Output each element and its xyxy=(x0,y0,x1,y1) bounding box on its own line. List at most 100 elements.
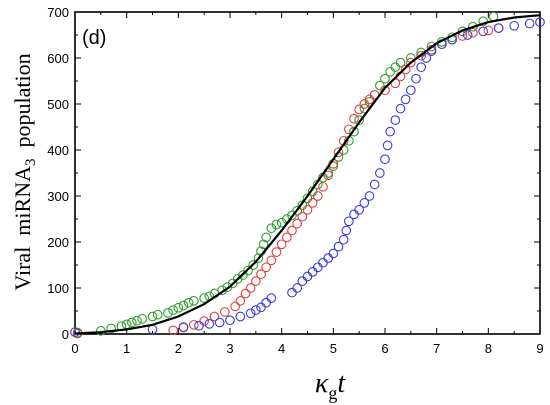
data-point xyxy=(374,168,385,178)
data-point xyxy=(338,234,349,245)
data-points xyxy=(70,11,545,339)
data-point xyxy=(271,219,282,230)
data-point xyxy=(243,265,253,276)
data-point xyxy=(188,296,199,306)
data-point xyxy=(416,50,427,61)
data-point xyxy=(416,62,427,73)
data-point xyxy=(214,317,225,328)
data-point xyxy=(152,309,163,320)
y-tick-label: 0 xyxy=(62,327,69,342)
data-point xyxy=(137,313,148,324)
data-point xyxy=(400,64,411,75)
data-point xyxy=(343,216,354,227)
data-point xyxy=(256,269,266,280)
data-point xyxy=(281,232,292,243)
data-point xyxy=(168,325,179,336)
plot-frame xyxy=(74,11,541,335)
data-point xyxy=(395,103,406,114)
data-point xyxy=(323,253,334,263)
data-point xyxy=(248,260,259,270)
data-point xyxy=(199,316,210,326)
x-tick-label: 4 xyxy=(278,341,285,356)
data-point xyxy=(333,241,344,252)
x-tick-label: 8 xyxy=(485,341,492,356)
data-point xyxy=(276,217,287,228)
data-point xyxy=(349,209,359,220)
data-point xyxy=(147,311,158,322)
data-point xyxy=(333,147,344,158)
data-point xyxy=(524,18,535,29)
data-point xyxy=(509,20,520,31)
data-point xyxy=(225,315,235,326)
data-point xyxy=(173,302,184,313)
x-tick-label: 5 xyxy=(330,341,337,356)
y-tick-label: 600 xyxy=(47,51,69,66)
data-point xyxy=(276,239,287,250)
y-axis-title-sub: 3 xyxy=(23,159,39,167)
data-point xyxy=(217,285,228,296)
x-tick-label: 6 xyxy=(381,341,388,356)
data-point xyxy=(411,73,421,84)
data-point xyxy=(478,26,489,37)
data-point xyxy=(266,223,277,234)
data-point xyxy=(349,113,359,124)
data-point xyxy=(328,248,339,259)
data-point xyxy=(188,319,199,330)
data-point xyxy=(312,262,323,273)
data-point xyxy=(364,191,375,201)
data-point xyxy=(380,73,390,84)
data-point xyxy=(70,327,80,338)
data-point xyxy=(121,319,132,330)
data-point xyxy=(256,302,266,313)
data-point xyxy=(222,282,233,292)
data-point xyxy=(106,323,117,334)
data-point xyxy=(219,307,230,317)
data-point xyxy=(261,262,272,273)
data-point xyxy=(250,305,261,315)
data-point xyxy=(457,26,468,37)
data-point xyxy=(235,311,246,322)
y-tick-label: 300 xyxy=(47,189,69,204)
data-point xyxy=(132,315,142,326)
y-tick-label: 400 xyxy=(47,143,69,158)
data-point xyxy=(232,273,243,284)
data-point xyxy=(307,198,318,208)
data-point xyxy=(535,17,545,27)
x-tick-label: 9 xyxy=(536,341,543,356)
data-point xyxy=(483,25,494,36)
y-tick-label: 100 xyxy=(47,281,69,296)
data-point xyxy=(359,198,370,208)
data-point xyxy=(369,179,380,190)
data-point xyxy=(349,126,359,137)
data-point xyxy=(261,297,272,308)
data-point xyxy=(478,16,489,27)
data-point xyxy=(297,276,308,286)
data-point xyxy=(380,85,390,96)
data-point xyxy=(245,308,256,319)
data-point xyxy=(245,283,256,293)
fit-curve xyxy=(74,14,541,335)
panel-label: (d) xyxy=(82,27,106,49)
data-point xyxy=(400,94,411,105)
data-point xyxy=(126,317,137,328)
data-point xyxy=(168,305,179,315)
data-point xyxy=(385,66,396,77)
data-point xyxy=(395,57,406,68)
data-point xyxy=(261,232,272,243)
data-point xyxy=(178,300,189,311)
data-point xyxy=(390,115,401,125)
data-point xyxy=(302,204,313,215)
data-point xyxy=(287,287,297,298)
x-axis-title-sub: g xyxy=(328,383,337,403)
data-point xyxy=(493,23,504,33)
data-point xyxy=(382,140,393,151)
x-tick-label: 7 xyxy=(433,341,440,356)
data-point xyxy=(271,247,282,257)
data-point xyxy=(183,297,194,308)
data-point xyxy=(266,255,277,266)
x-axis-title: κgt xyxy=(315,368,346,403)
data-point xyxy=(385,126,396,137)
data-point xyxy=(426,41,437,52)
data-point xyxy=(287,225,297,236)
